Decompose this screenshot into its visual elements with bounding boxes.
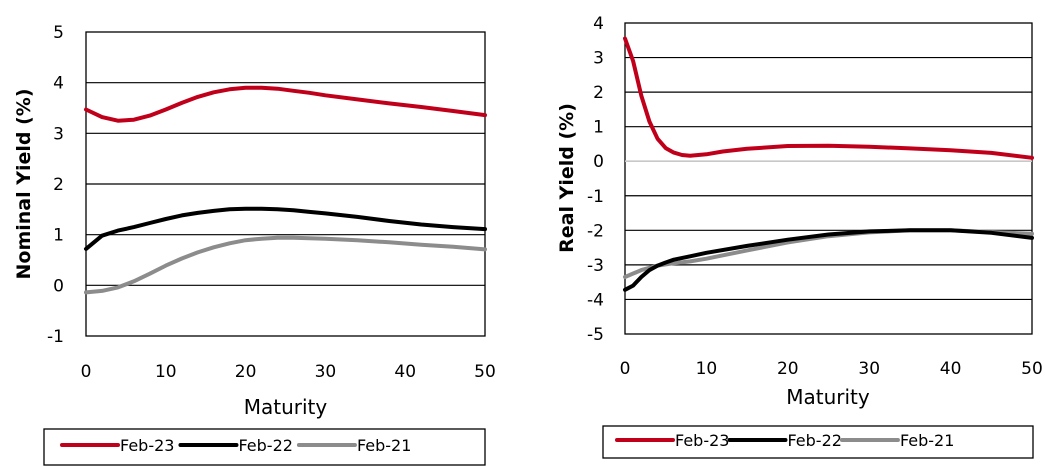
nominal-x-tick-label: 30: [315, 362, 337, 382]
real-series-line-feb-21: [623, 228, 1034, 279]
real-legend-label-feb-22: Feb-22: [787, 431, 841, 450]
nominal-y-tick-label: -1: [47, 327, 64, 347]
nominal-series-line-feb-21: [84, 235, 487, 295]
real-legend-label-feb-23: Feb-23: [675, 431, 729, 450]
nominal-y-tick-label: 1: [53, 226, 64, 246]
real-series-line-feb-22: [623, 228, 1034, 292]
real-series-line-feb-23: [623, 36, 1034, 160]
nominal-legend: Feb-23 Feb-22 Feb-21: [60, 436, 411, 455]
nominal-yield-chart: -1 0 1 2 3 4 5 0 10 20 30 40 50 Maturity Nominal Yi…: [13, 23, 496, 466]
real-x-tick-label: 0: [620, 359, 631, 379]
nominal-gridlines: [86, 82, 485, 286]
nominal-x-tick-label: 10: [155, 362, 177, 382]
real-y-tick-label: 1: [593, 118, 604, 138]
nominal-x-tick-label: 40: [394, 362, 416, 382]
real-y-tick-labels: -5 -4 -3 -2 -1 0 1 2 3 4: [587, 14, 604, 345]
nominal-y-tick-label: 2: [53, 175, 64, 195]
nominal-series-line-feb-22: [84, 206, 487, 251]
nominal-y-tick-label: 0: [53, 276, 64, 296]
nominal-x-tick-label: 50: [474, 362, 496, 382]
real-x-tick-label: 40: [940, 359, 962, 379]
real-x-tick-label: 50: [1021, 359, 1043, 379]
nominal-legend-label-feb-23: Feb-23: [120, 436, 174, 455]
real-y-tick-label: 4: [593, 14, 604, 34]
nominal-y-tick-label: 3: [53, 124, 64, 144]
real-y-tick-label: 2: [593, 83, 604, 103]
real-y-tick-label: -3: [587, 256, 604, 276]
real-yield-chart: -5 -4 -3 -2 -1 0 1 2 3 4 0 10 20 30 40 50 Maturity Rea…: [556, 14, 1043, 459]
real-x-axis-title: Maturity: [786, 385, 870, 409]
nominal-y-tick-label: 4: [53, 74, 64, 94]
real-y-tick-label: 0: [593, 152, 604, 172]
real-legend-box: [602, 425, 1034, 459]
nominal-y-tick-labels: -1 0 1 2 3 4 5: [47, 23, 64, 347]
real-x-tick-labels: 0 10 20 30 40 50: [620, 359, 1043, 379]
real-y-axis-title: Real Yield (%): [556, 103, 578, 253]
real-y-tick-label: -5: [587, 325, 604, 345]
real-x-tick-label: 10: [696, 359, 718, 379]
real-y-tick-label: -1: [587, 187, 604, 207]
nominal-x-tick-labels: 0 10 20 30 40 50: [81, 362, 496, 382]
nominal-y-tick-label: 5: [53, 23, 64, 43]
nominal-legend-label-feb-21: Feb-21: [357, 436, 411, 455]
nominal-series-lines: [84, 85, 487, 295]
real-y-tick-label: 3: [593, 49, 604, 69]
nominal-series-line-feb-23: [84, 85, 487, 123]
real-legend: Feb-23 Feb-22 Feb-21: [615, 431, 954, 450]
real-legend-label-feb-21: Feb-21: [900, 431, 954, 450]
nominal-x-tick-label: 20: [235, 362, 257, 382]
nominal-legend-label-feb-22: Feb-22: [238, 436, 292, 455]
nominal-y-axis-title: Nominal Yield (%): [13, 88, 35, 279]
real-series-lines: [623, 36, 1034, 292]
real-x-tick-label: 20: [777, 359, 799, 379]
real-x-tick-label: 30: [858, 359, 880, 379]
real-plot-area: [624, 22, 1033, 335]
nominal-x-tick-label: 0: [81, 362, 92, 382]
nominal-x-axis-title: Maturity: [244, 395, 328, 419]
real-y-tick-label: -2: [587, 221, 604, 241]
real-y-tick-label: -4: [587, 290, 604, 310]
